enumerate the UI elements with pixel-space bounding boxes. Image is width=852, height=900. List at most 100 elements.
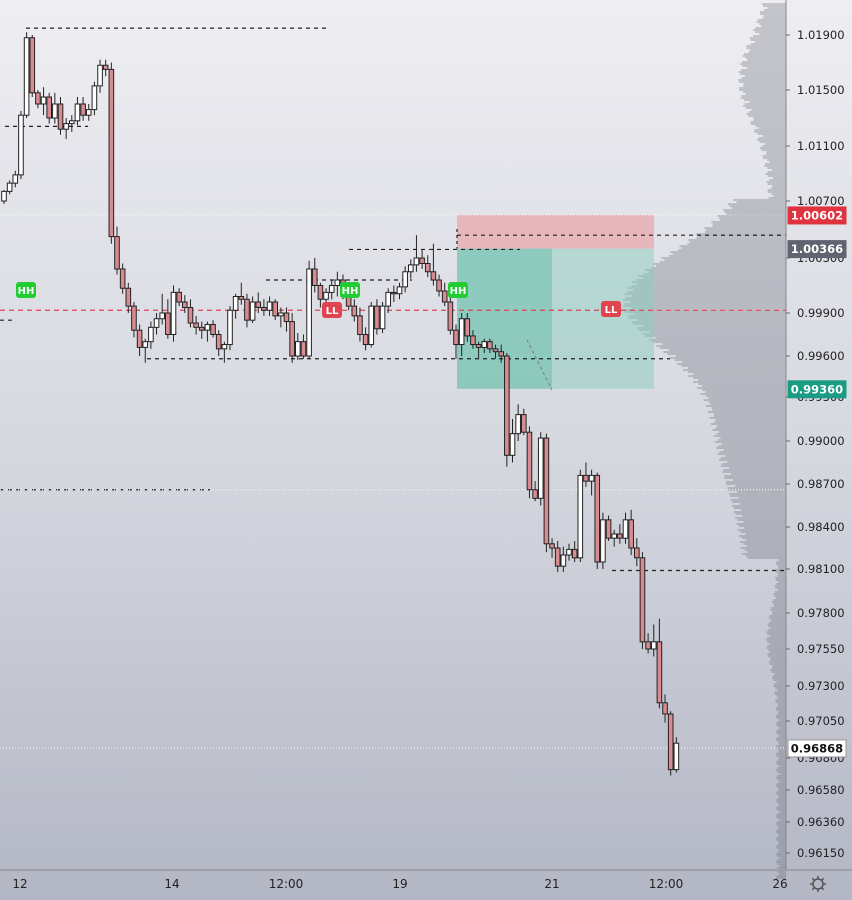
price-badges: 1.00602 1.00366 0.99360 0.96868: [787, 206, 847, 758]
y-tick-label: 0.97050: [797, 714, 845, 728]
candles: [1, 32, 680, 776]
y-tick-label: 0.96150: [797, 846, 845, 860]
volume-profile: [622, 3, 786, 879]
candle: [204, 323, 211, 331]
candle: [63, 123, 69, 130]
candle: [317, 285, 324, 300]
hh-marker: [448, 282, 468, 298]
marker-label: HH: [450, 286, 467, 297]
candle: [453, 329, 459, 346]
candle: [210, 323, 216, 336]
candle: [57, 103, 64, 130]
gear-icon-tooth: [821, 877, 825, 881]
candle: [673, 742, 680, 771]
candle: [35, 92, 41, 105]
candle: [374, 305, 380, 330]
candle: [549, 543, 555, 549]
candle: [232, 296, 239, 311]
candle: [492, 348, 499, 353]
candle: [80, 103, 86, 116]
candle: [667, 713, 674, 771]
candle: [413, 257, 420, 266]
candle: [634, 547, 640, 559]
candle: [526, 431, 533, 491]
price-axis[interactable]: 1.019001.015001.011001.007001.003000.999…: [785, 0, 852, 900]
candle: [368, 305, 375, 346]
x-tick-label: 14: [164, 877, 179, 891]
candle: [142, 341, 149, 348]
marker-label: LL: [326, 306, 339, 317]
candle: [583, 474, 589, 482]
x-tick-label: 12:00: [269, 877, 304, 891]
candle: [515, 414, 521, 435]
y-tick-label: 0.98100: [797, 562, 845, 576]
y-tick-label: 0.97300: [797, 679, 845, 693]
price-badge-label: 0.96868: [791, 741, 843, 755]
marker-label: LL: [605, 305, 618, 316]
candle: [131, 305, 137, 331]
candle: [571, 548, 578, 559]
candle: [554, 547, 561, 567]
candle: [97, 64, 103, 87]
x-tick-label: 26: [772, 877, 787, 891]
candle: [436, 279, 442, 292]
y-tick-label: 0.99600: [797, 349, 845, 363]
candle: [6, 182, 13, 192]
candle: [170, 291, 177, 335]
candle: [300, 341, 307, 357]
candle: [261, 307, 267, 311]
time-axis[interactable]: 12 14 12:00 19 21 12:00 26: [0, 869, 852, 891]
candle: [311, 268, 318, 286]
y-tick-label: 0.96580: [797, 783, 845, 797]
candle: [255, 301, 262, 308]
gear-icon-tooth: [811, 877, 815, 881]
candle: [498, 351, 504, 357]
candle: [176, 291, 182, 303]
level-lines: [0, 27, 786, 749]
candle: [662, 702, 668, 715]
candle: [650, 641, 657, 650]
position-zones: [457, 214, 654, 389]
candle: [385, 291, 391, 307]
settings-gear-icon[interactable]: [810, 876, 826, 892]
candle: [249, 301, 256, 321]
price-badge-label: 1.00366: [791, 242, 843, 256]
candle: [227, 309, 233, 346]
candle: [402, 271, 408, 288]
candle: [187, 307, 194, 324]
candle: [182, 301, 188, 308]
x-tick-label: 19: [392, 877, 407, 891]
candle: [18, 114, 24, 176]
y-tick-label: 1.01900: [797, 28, 845, 42]
candle: [1, 190, 7, 202]
candle: [159, 312, 165, 320]
stop-loss-zone: [457, 214, 654, 249]
candle: [102, 64, 109, 70]
gear-icon-tooth: [821, 887, 825, 891]
price-badge-stop: [787, 206, 847, 225]
candle: [23, 37, 30, 116]
candle: [289, 321, 295, 357]
candle: [509, 433, 516, 456]
y-tick-label: 0.98700: [797, 477, 845, 491]
candle: [74, 103, 81, 122]
candle: [424, 263, 431, 273]
candle: [396, 286, 403, 295]
candle: [114, 236, 120, 270]
candle: [560, 554, 567, 567]
candle: [221, 344, 228, 350]
candle: [504, 355, 510, 456]
candle: [198, 326, 205, 331]
candle: [605, 519, 612, 539]
y-tick-label: 0.98400: [797, 520, 845, 534]
y-tick-label: 0.97800: [797, 606, 845, 620]
candle: [600, 519, 606, 563]
x-tick-label: 21: [544, 877, 559, 891]
candle: [40, 96, 47, 105]
candle: [441, 290, 448, 303]
candle: [244, 298, 250, 321]
candle: [29, 37, 36, 94]
